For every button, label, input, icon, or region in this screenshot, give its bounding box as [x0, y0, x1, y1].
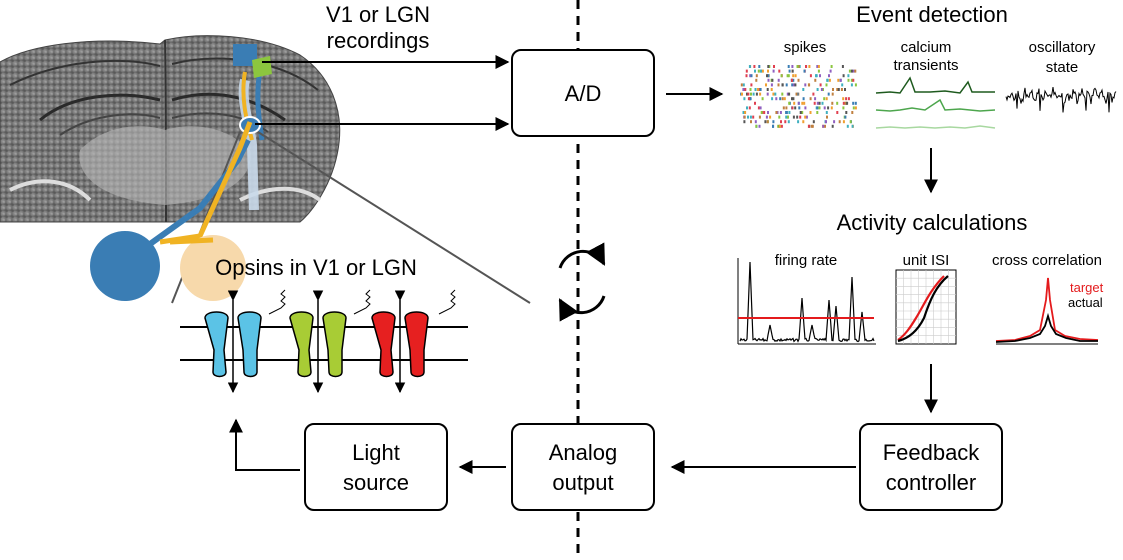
opsin-blue-channel [204, 289, 286, 394]
light-source-label-2: source [343, 470, 409, 495]
analog-output-box: Analog output [511, 423, 655, 511]
analog-output-label-2: output [552, 470, 613, 495]
opsins-label: Opsins in V1 or LGN [215, 255, 417, 280]
feedback-controller-box: Feedback controller [859, 423, 1003, 511]
cross-correlation-plot: target actual [995, 277, 1104, 345]
loop-cycle-icon [558, 242, 606, 322]
unit-isi-label: unit ISI [903, 252, 950, 269]
light-source-box: Light source [304, 423, 448, 511]
orange-fiber [159, 121, 253, 245]
calcium-traces-plot [875, 76, 996, 129]
blue-axon [123, 138, 251, 265]
firing-rate-label: firing rate [775, 252, 838, 269]
brain-section-image [0, 35, 341, 223]
cross-correlation-label: cross correlation [992, 252, 1102, 269]
recordings-label-line2: recordings [327, 28, 430, 53]
opsin-green-channel [289, 289, 371, 394]
analog-output-label-1: Analog [549, 440, 618, 465]
oscillatory-trace-plot [1005, 87, 1117, 113]
opsin-red-channel [371, 289, 456, 394]
oscillatory-label-1: oscillatory [1029, 39, 1096, 56]
feedback-controller-label-2: controller [886, 470, 976, 495]
membrane-with-opsins [180, 289, 468, 394]
zoom-line-right [257, 131, 531, 304]
spike-raster-plot [740, 65, 857, 128]
peach-soma [180, 235, 246, 301]
legend-target: target [1070, 280, 1104, 295]
oscillatory-label-2: state [1046, 59, 1079, 76]
legend-actual: actual [1068, 295, 1103, 310]
calcium-label-1: calcium [901, 39, 952, 56]
feedback-controller-label-1: Feedback [883, 440, 981, 465]
light-to-opsins-arrow [229, 418, 300, 471]
event-detection-title: Event detection [856, 2, 1008, 27]
ad-box: A/D [511, 49, 655, 137]
isi-distribution-plot [895, 269, 957, 345]
blue-soma [90, 231, 160, 301]
light-source-label-1: Light [352, 440, 400, 465]
firing-rate-plot [737, 258, 876, 345]
ad-label: A/D [565, 81, 602, 106]
fiber-optic-path [238, 69, 265, 211]
calcium-label-2: transients [893, 57, 958, 74]
spikes-label: spikes [784, 39, 827, 56]
v1-region-marker [233, 44, 257, 66]
activity-calculations-title: Activity calculations [837, 210, 1028, 235]
recordings-label-line1: V1 or LGN [326, 2, 430, 27]
